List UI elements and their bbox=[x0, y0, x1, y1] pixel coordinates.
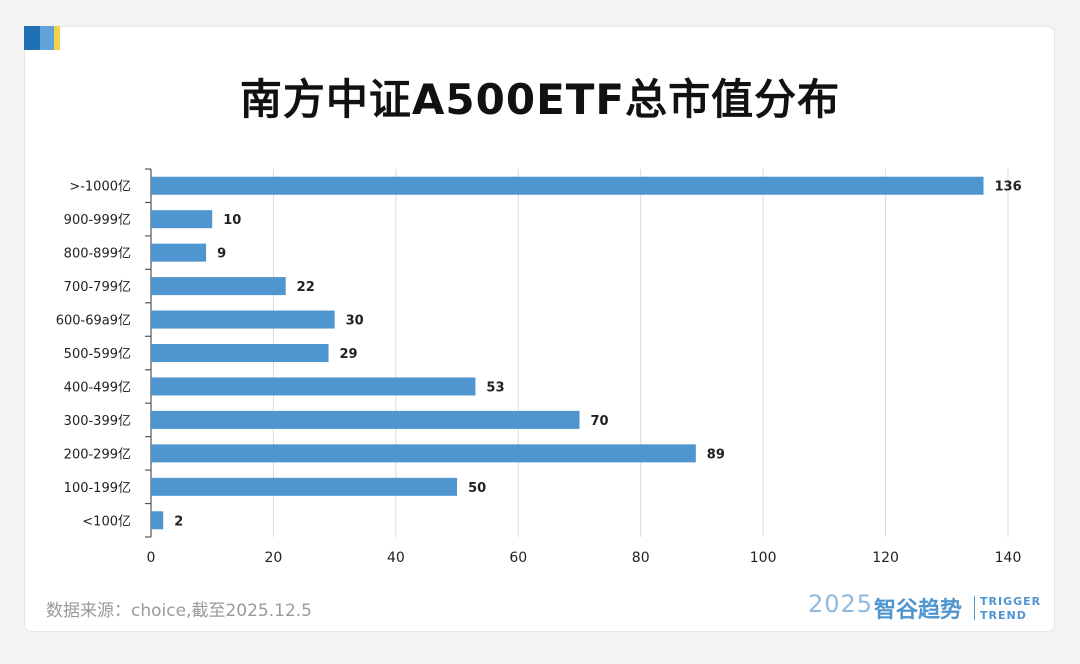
data-label: 29 bbox=[340, 347, 358, 362]
category-label: <100亿 bbox=[82, 514, 131, 529]
bar bbox=[151, 444, 696, 463]
bar bbox=[151, 511, 164, 530]
x-tick-label: 0 bbox=[147, 550, 156, 566]
category-label: 500-599亿 bbox=[64, 347, 131, 362]
x-tick-label: 60 bbox=[509, 550, 527, 566]
source-note: 数据来源：choice,截至2025.12.5 bbox=[46, 601, 312, 621]
brand-divider bbox=[974, 596, 975, 620]
data-label: 10 bbox=[223, 213, 241, 228]
chart-title: 南方中证A500ETF总市值分布 bbox=[239, 75, 841, 124]
category-label: >-1000亿 bbox=[69, 180, 131, 195]
bar bbox=[151, 344, 329, 362]
data-label: 50 bbox=[468, 481, 486, 496]
x-tick-label: 140 bbox=[995, 550, 1022, 566]
bar bbox=[151, 243, 207, 262]
bar bbox=[151, 377, 476, 396]
data-label: 89 bbox=[707, 447, 725, 462]
x-tick-label: 80 bbox=[632, 550, 650, 566]
category-label: 100-199亿 bbox=[64, 481, 131, 496]
x-tick-label: 100 bbox=[750, 550, 777, 566]
x-tick-label: 40 bbox=[387, 550, 405, 566]
data-label: 9 bbox=[217, 247, 226, 262]
data-label: 22 bbox=[297, 280, 315, 295]
bar bbox=[151, 477, 458, 496]
bar bbox=[151, 277, 286, 296]
bar bbox=[151, 210, 213, 229]
category-label: 600-69a9亿 bbox=[56, 314, 131, 329]
x-tick-label: 120 bbox=[872, 550, 899, 566]
brand-year: 2025 bbox=[808, 590, 874, 618]
bar bbox=[151, 410, 580, 429]
corner-accent-icon bbox=[24, 26, 60, 50]
category-label: 200-299亿 bbox=[64, 447, 131, 462]
brand-name-en-line1: TRIGGER bbox=[980, 595, 1042, 608]
data-label: 70 bbox=[591, 414, 609, 429]
bar bbox=[151, 176, 984, 195]
data-label: 2 bbox=[174, 514, 183, 529]
data-label: 136 bbox=[995, 180, 1022, 195]
brand-name-cn: 智谷趋势 bbox=[874, 598, 963, 623]
bar bbox=[151, 310, 335, 329]
data-label: 53 bbox=[486, 380, 504, 395]
category-label: 700-799亿 bbox=[64, 280, 131, 295]
x-tick-label: 20 bbox=[265, 550, 283, 566]
brand-name-en-line2: TREND bbox=[980, 609, 1027, 622]
category-label: 300-399亿 bbox=[64, 414, 131, 429]
chart-card bbox=[24, 26, 1055, 632]
category-label: 400-499亿 bbox=[64, 380, 131, 395]
data-label: 30 bbox=[346, 314, 364, 329]
category-label: 800-899亿 bbox=[64, 247, 131, 262]
category-label: 900-999亿 bbox=[64, 213, 131, 228]
